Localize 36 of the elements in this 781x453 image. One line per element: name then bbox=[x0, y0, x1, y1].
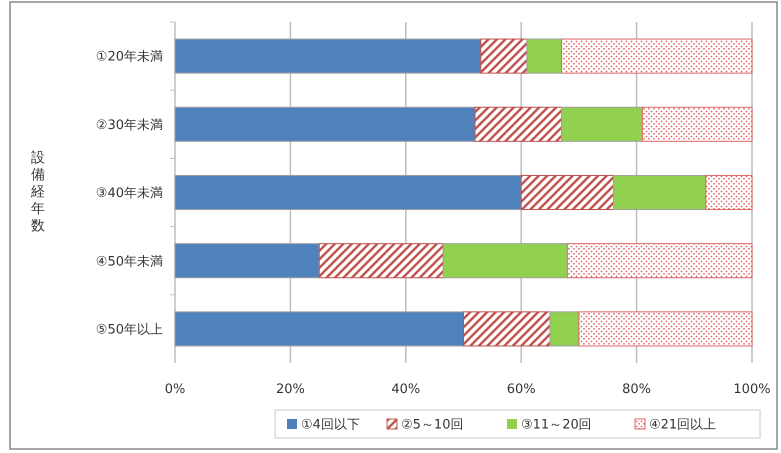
bar bbox=[174, 311, 464, 346]
bar bbox=[613, 174, 706, 210]
x-tick-label: 20% bbox=[276, 382, 305, 397]
legend-label: ③11～20回 bbox=[521, 418, 592, 433]
x-tick-label: 0% bbox=[164, 382, 186, 397]
bar bbox=[474, 106, 562, 142]
legend-label: ④21回以上 bbox=[649, 418, 716, 433]
bar bbox=[463, 311, 551, 346]
y-tick-label: ①20年未満 bbox=[96, 50, 163, 65]
bar bbox=[705, 174, 752, 210]
bar bbox=[318, 243, 444, 278]
y-tick-label: ④50年未満 bbox=[96, 254, 163, 270]
bar bbox=[642, 106, 752, 142]
bar bbox=[442, 243, 568, 278]
bar bbox=[578, 311, 752, 346]
bar bbox=[566, 243, 752, 278]
bar bbox=[561, 38, 752, 74]
legend-label: ①4回以下 bbox=[301, 418, 360, 433]
bar bbox=[174, 174, 522, 210]
bar bbox=[550, 311, 580, 346]
y-tick-label: ②30年未満 bbox=[96, 118, 163, 133]
bar bbox=[526, 38, 562, 74]
bar bbox=[520, 174, 614, 210]
y-tick-label: ⑤50年以上 bbox=[96, 322, 163, 338]
y-axis-title: 設備経年数 bbox=[30, 150, 45, 234]
x-tick-label: 40% bbox=[391, 382, 420, 397]
x-tick-label: 100% bbox=[733, 382, 771, 397]
bar bbox=[174, 243, 320, 278]
bar bbox=[480, 38, 528, 74]
x-tick-label: 80% bbox=[622, 382, 652, 397]
y-tick-label: ③40年未満 bbox=[96, 186, 163, 202]
bar bbox=[174, 106, 476, 142]
x-tick-label: 60% bbox=[506, 382, 536, 397]
legend-label: ②5～10回 bbox=[401, 418, 464, 433]
bar bbox=[174, 38, 482, 74]
bar bbox=[561, 106, 643, 142]
